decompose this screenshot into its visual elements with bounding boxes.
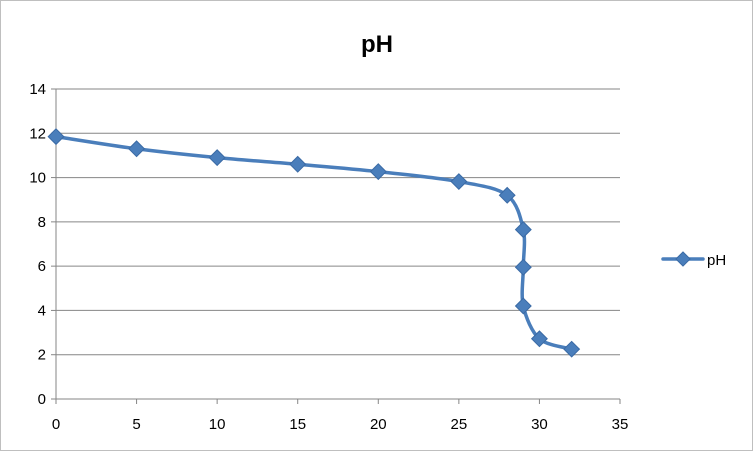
axis-layer: 0 2 4 6 8 10 12 14 0 5 10 15 20 25 30 35	[29, 81, 628, 433]
x-tick-label-0: 0	[52, 416, 60, 433]
data-point-5	[450, 173, 468, 191]
x-tick-label-20: 20	[370, 416, 387, 433]
y-tick-label-10: 10	[29, 170, 46, 187]
data-point-9	[514, 297, 532, 315]
x-tick-label-30: 30	[531, 416, 548, 433]
data-point-7	[514, 221, 532, 239]
data-point-3	[289, 155, 307, 173]
x-tick-label-15: 15	[289, 416, 306, 433]
series-line-0	[54, 134, 574, 351]
x-tick-label-10: 10	[209, 416, 226, 433]
data-point-10	[530, 330, 548, 348]
series-layer	[47, 128, 581, 358]
grid-layer	[56, 88, 620, 356]
y-tick-label-6: 6	[38, 258, 46, 275]
y-tick-label-0: 0	[38, 391, 46, 408]
data-point-6	[498, 186, 516, 204]
y-tick-label-14: 14	[29, 81, 46, 98]
data-point-11	[563, 340, 581, 358]
data-point-8	[514, 258, 532, 276]
data-point-1	[128, 140, 146, 158]
y-tick-label-12: 12	[29, 125, 46, 142]
data-point-4	[369, 163, 387, 181]
chart-title: pH	[361, 31, 393, 58]
data-point-0	[47, 128, 65, 146]
data-point-2	[208, 149, 226, 167]
y-tick-label-8: 8	[38, 214, 46, 231]
legend: pH	[661, 251, 726, 269]
x-tick-label-35: 35	[612, 416, 629, 433]
legend-marker	[675, 251, 691, 267]
y-tick-label-4: 4	[38, 302, 46, 319]
x-tick-label-25: 25	[451, 416, 468, 433]
legend-label-ph: pH	[707, 252, 726, 269]
x-tick-label-5: 5	[132, 416, 140, 433]
y-tick-label-2: 2	[38, 347, 46, 364]
